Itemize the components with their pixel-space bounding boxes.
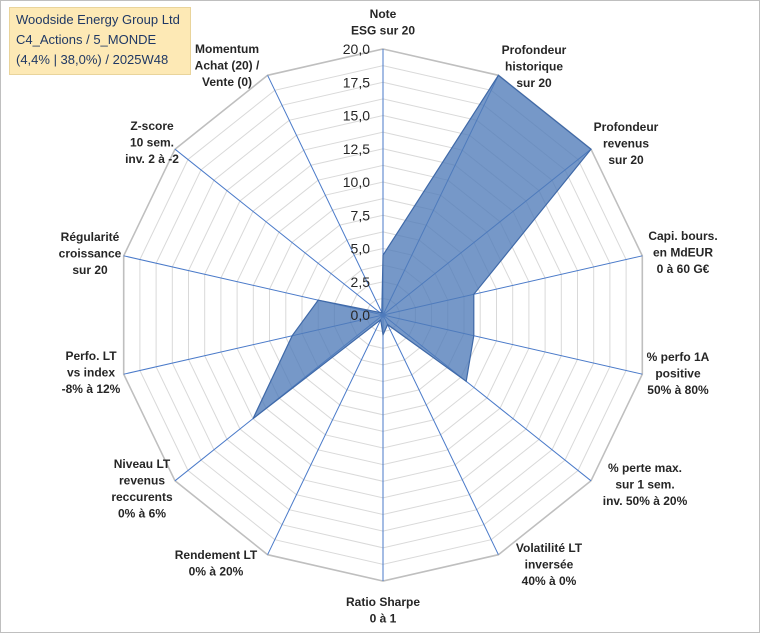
category-label: Ratio Sharpe 0 à 1: [346, 595, 420, 626]
tick-label: 15,0: [343, 108, 370, 124]
category-label: Niveau LT revenus reccurents 0% à 6%: [111, 457, 173, 521]
title-line-category: C4_Actions / 5_MONDE: [16, 32, 157, 47]
tick-label: 17,5: [343, 74, 370, 90]
radar-area: [252, 74, 592, 420]
radar-spoke: [267, 314, 384, 555]
category-label: Note ESG sur 20: [351, 7, 415, 38]
category-label: Profondeur historique sur 20: [502, 43, 567, 90]
category-label: Capi. bours. en MdEUR 0 à 60 G€: [648, 229, 717, 276]
radar-spoke: [174, 148, 384, 316]
category-label: Z-score 10 sem. inv. 2 à -2: [125, 119, 179, 166]
category-label: % perfo 1A positive 50% à 80%: [647, 350, 710, 397]
category-label: Volatilité LT inversée 40% à 0%: [516, 541, 583, 588]
category-label: % perte max. sur 1 sem. inv. 50% à 20%: [603, 461, 688, 508]
data-area: [252, 74, 592, 420]
category-label: Momentum Achat (20) / Vente (0): [195, 42, 260, 89]
title-line-company: Woodside Energy Group Ltd: [16, 12, 180, 27]
tick-label: 0,0: [351, 307, 371, 323]
category-label: Rendement LT 0% à 20%: [175, 548, 258, 579]
radar-spoke: [382, 314, 499, 555]
title-box: Woodside Energy Group Ltd C4_Actions / 5…: [9, 7, 191, 75]
category-labels: Note ESG sur 20 Profondeur historique sur 20…: [59, 7, 718, 626]
tick-label: 10,0: [343, 174, 370, 190]
tick-label: 2,5: [351, 274, 371, 290]
tick-label: 12,5: [343, 141, 370, 157]
radar-spoke: [267, 75, 384, 316]
category-label: Profondeur revenus sur 20: [594, 120, 659, 167]
category-label: Régularité croissance sur 20: [59, 230, 122, 277]
title-line-stats: (4,4% | 38,0%) / 2025W48: [16, 52, 169, 67]
radial-tick-labels: 0,0 2,5 5,0 7,5 10,0 12,5 15,0 17,5 20,0: [343, 41, 370, 323]
category-label: Perfo. LT vs index -8% à 12%: [62, 349, 121, 396]
tick-label: 7,5: [351, 207, 371, 223]
tick-label: 20,0: [343, 41, 370, 57]
tick-label: 5,0: [351, 241, 371, 257]
